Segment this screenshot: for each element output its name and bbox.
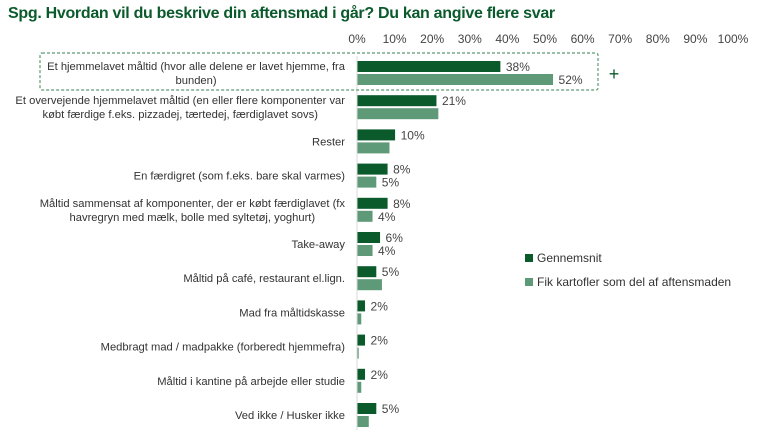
- data-label: 6%: [386, 231, 404, 245]
- category-label: Måltid på café, restaurant el.lign.: [183, 273, 345, 285]
- x-tick-label: 80%: [646, 32, 670, 46]
- data-label: 2%: [371, 334, 389, 348]
- x-tick-label: 30%: [458, 32, 482, 46]
- bar-kartofler: [357, 381, 362, 393]
- x-tick-label: 70%: [608, 32, 632, 46]
- bar-gennemsnit: [357, 163, 388, 175]
- data-label: 8%: [393, 163, 411, 177]
- bar-gennemsnit: [357, 403, 377, 414]
- category-label: Take-away: [292, 239, 346, 251]
- category-label: købt færdige f.eks. pizzadej, tærtedej, …: [42, 109, 318, 121]
- bar-kartofler: [357, 176, 377, 188]
- bar-kartofler: [357, 279, 382, 291]
- bar-kartofler: [357, 108, 439, 120]
- bar-gennemsnit: [357, 232, 381, 243]
- x-tick-label: 60%: [571, 32, 595, 46]
- category-label: Et overvejende hjemmelavet måltid (en el…: [15, 95, 345, 107]
- data-label: 8%: [393, 197, 411, 211]
- bar-kartofler: [357, 74, 554, 85]
- data-label: 5%: [382, 265, 400, 279]
- data-label: 21%: [442, 94, 466, 108]
- bar-gennemsnit: [357, 368, 366, 380]
- bar-kartofler: [357, 142, 390, 154]
- bar-kartofler: [357, 313, 362, 325]
- x-tick-label: 40%: [495, 32, 519, 46]
- data-label: 2%: [371, 299, 389, 313]
- data-label: 4%: [378, 244, 396, 258]
- data-label: 52%: [559, 73, 583, 87]
- legend-swatch: [525, 278, 533, 286]
- bar-gennemsnit: [357, 300, 366, 312]
- x-tick-label: 50%: [533, 32, 557, 46]
- category-label: Mad fra måltidskasse: [239, 307, 345, 319]
- bar-kartofler: [357, 245, 373, 256]
- bar-gennemsnit: [357, 197, 388, 209]
- x-tick-label: 90%: [683, 32, 707, 46]
- legend-label: Fik kartofler som del af aftensmaden: [537, 275, 731, 289]
- legend-swatch: [525, 254, 533, 262]
- highlight-box: [39, 52, 599, 91]
- data-label: 38%: [506, 60, 530, 74]
- x-tick-label: 100%: [718, 32, 749, 46]
- legend-label: Gennemsnit: [537, 251, 602, 265]
- data-label: 10%: [401, 128, 425, 142]
- bar-gennemsnit: [357, 334, 366, 346]
- x-tick-label: 0%: [348, 32, 366, 46]
- category-label: bunden): [176, 75, 217, 87]
- category-label: Måltid i kantine på arbejde eller studie: [157, 376, 345, 388]
- bar-gennemsnit: [357, 61, 501, 72]
- bar-kartofler: [357, 210, 373, 222]
- category-label: havregryn med mælk, bolle med syltetøj, …: [70, 212, 316, 224]
- category-label: Rester: [312, 136, 345, 148]
- data-label: 5%: [382, 176, 400, 190]
- bar-gennemsnit: [357, 129, 396, 141]
- category-label: Medbragt mad / madpakke (forberedt hjemm…: [101, 342, 346, 354]
- category-label: Måltid sammensat af komponenter, der er …: [40, 198, 346, 210]
- category-label: Ved ikke / Husker ikke: [235, 410, 345, 422]
- category-label: En færdigret (som f.eks. bare skal varme…: [134, 171, 346, 183]
- data-label: 5%: [382, 402, 400, 416]
- data-label: 2%: [371, 368, 389, 382]
- bar-gennemsnit: [357, 266, 377, 278]
- x-tick-label: 20%: [420, 32, 444, 46]
- category-label: Et hjemmelavet måltid (hvor alle delene …: [47, 61, 346, 73]
- x-tick-label: 10%: [383, 32, 407, 46]
- bar-kartofler: [357, 416, 369, 427]
- bar-kartofler: [357, 347, 359, 359]
- plus-annotation: +: [609, 64, 620, 84]
- chart-title: Spg. Hvordan vil du beskrive din aftensm…: [8, 5, 555, 22]
- bar-gennemsnit: [357, 95, 437, 107]
- data-label: 4%: [378, 210, 396, 224]
